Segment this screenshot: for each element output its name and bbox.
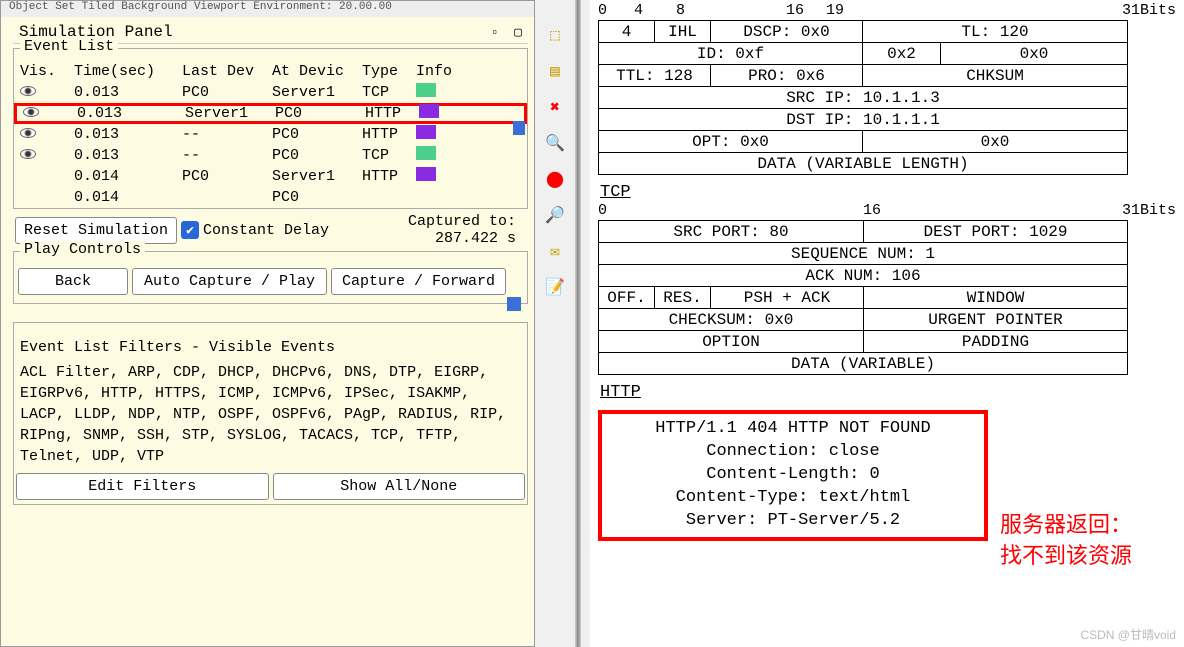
tcp-header-table: SRC PORT: 80DEST PORT: 1029 SEQUENCE NUM… — [598, 220, 1128, 375]
left-pane: Object Set Tiled Background Viewport Env… — [0, 0, 535, 647]
list-icon[interactable]: ▤ — [544, 60, 566, 82]
event-list-header: Vis. Time(sec) Last Dev At Devic Type In… — [14, 59, 527, 82]
back-button[interactable]: Back — [18, 268, 128, 295]
edit-filters-button[interactable]: Edit Filters — [16, 473, 269, 500]
filters-heading: Event List Filters - Visible Events — [14, 333, 527, 362]
http-line: Connection: close — [608, 441, 978, 464]
eye-icon[interactable] — [23, 107, 39, 117]
restore-icon[interactable]: ▫ — [491, 25, 499, 40]
event-row[interactable]: 0.013--PC0TCP — [14, 145, 527, 166]
watermark: CSDN @甘晴void — [1080, 626, 1176, 643]
event-row[interactable]: 0.013--PC0HTTP — [14, 124, 527, 145]
tcp-label: TCP — [600, 183, 1176, 202]
info-color[interactable] — [416, 167, 436, 181]
event-row[interactable]: 0.013Server1PC0HTTP — [14, 103, 527, 124]
select-icon[interactable]: ⬚ — [544, 24, 566, 46]
ip-header-table: 4IHLDSCP: 0x0TL: 120 ID: 0xf0x20x0 TTL: … — [598, 20, 1128, 175]
capture-forward-button[interactable]: Capture / Forward — [331, 268, 506, 295]
info-color[interactable] — [416, 83, 436, 97]
close-icon[interactable]: ▢ — [514, 25, 522, 40]
play-controls-group: Play Controls Back Auto Capture / Play C… — [13, 251, 528, 304]
show-all-none-button[interactable]: Show All/None — [273, 473, 526, 500]
slider-thumb[interactable] — [507, 297, 521, 311]
menubar: Object Set Tiled Background Viewport Env… — [1, 1, 534, 17]
http-line: Content-Type: text/html — [608, 487, 978, 510]
captured-to: Captured to: 287.422 s — [408, 213, 526, 247]
http-line: HTTP/1.1 404 HTTP NOT FOUND — [608, 418, 978, 441]
tcp-bitbar: 0 16 31Bits — [598, 202, 1176, 220]
ip-bitbar: 0 4 8 16 19 31Bits — [598, 2, 1176, 20]
event-list-group: Event List Vis. Time(sec) Last Dev At De… — [13, 48, 528, 209]
filters-list: ACL Filter, ARP, CDP, DHCP, DHCPv6, DNS,… — [14, 362, 527, 471]
http-label: HTTP — [600, 383, 1176, 402]
constant-delay-checkbox[interactable]: ✔ — [181, 221, 199, 239]
simulation-panel: Simulation Panel ▫ ▢ Event List Vis. Tim… — [13, 21, 528, 509]
col-last: Last Dev — [182, 63, 272, 80]
annotation: 服务器返回： 找不到该资源 — [1000, 510, 1132, 572]
event-row[interactable]: 0.014PC0 — [14, 187, 527, 208]
http-line: Content-Length: 0 — [608, 464, 978, 487]
eye-icon[interactable] — [20, 128, 36, 138]
info-color[interactable] — [416, 125, 436, 139]
event-row[interactable]: 0.013PC0Server1TCP — [14, 82, 527, 103]
mail-icon[interactable]: ✉ — [544, 240, 566, 262]
record-icon[interactable]: ⬤ — [544, 168, 566, 190]
col-type: Type — [362, 63, 416, 80]
right-toolbar: ⬚ ▤ ✖ 🔍 ⬤ 🔎 ✉ 📝 — [540, 20, 570, 298]
captured-value: 287.422 s — [408, 230, 516, 247]
info-color[interactable] — [416, 146, 436, 160]
delete-icon[interactable]: ✖ — [544, 96, 566, 118]
col-time: Time(sec) — [74, 63, 182, 80]
eye-icon[interactable] — [20, 86, 36, 96]
inspect-icon[interactable]: 🔎 — [544, 204, 566, 226]
auto-capture-button[interactable]: Auto Capture / Play — [132, 268, 327, 295]
info-color[interactable] — [419, 104, 439, 118]
eye-icon[interactable] — [20, 149, 36, 159]
scrollbar-thumb[interactable] — [513, 121, 525, 135]
captured-label: Captured to: — [408, 213, 516, 230]
constant-delay-label: Constant Delay — [203, 222, 329, 239]
zoom-icon[interactable]: 🔍 — [544, 132, 566, 154]
filters-group: Event List Filters - Visible Events ACL … — [13, 322, 528, 505]
event-row[interactable]: 0.014PC0Server1HTTP — [14, 166, 527, 187]
play-legend: Play Controls — [20, 241, 145, 258]
col-at: At Devic — [272, 63, 362, 80]
col-info: Info — [416, 63, 456, 80]
col-vis: Vis. — [20, 63, 74, 80]
event-list-legend: Event List — [20, 38, 118, 55]
http-response-box: HTTP/1.1 404 HTTP NOT FOUND Connection: … — [598, 410, 988, 541]
splitter[interactable] — [575, 0, 581, 647]
http-line: Server: PT-Server/5.2 — [608, 510, 978, 533]
reset-button[interactable]: Reset Simulation — [15, 217, 177, 244]
event-rows: 0.013PC0Server1TCP0.013Server1PC0HTTP0.0… — [14, 82, 527, 208]
note-icon[interactable]: 📝 — [544, 276, 566, 298]
